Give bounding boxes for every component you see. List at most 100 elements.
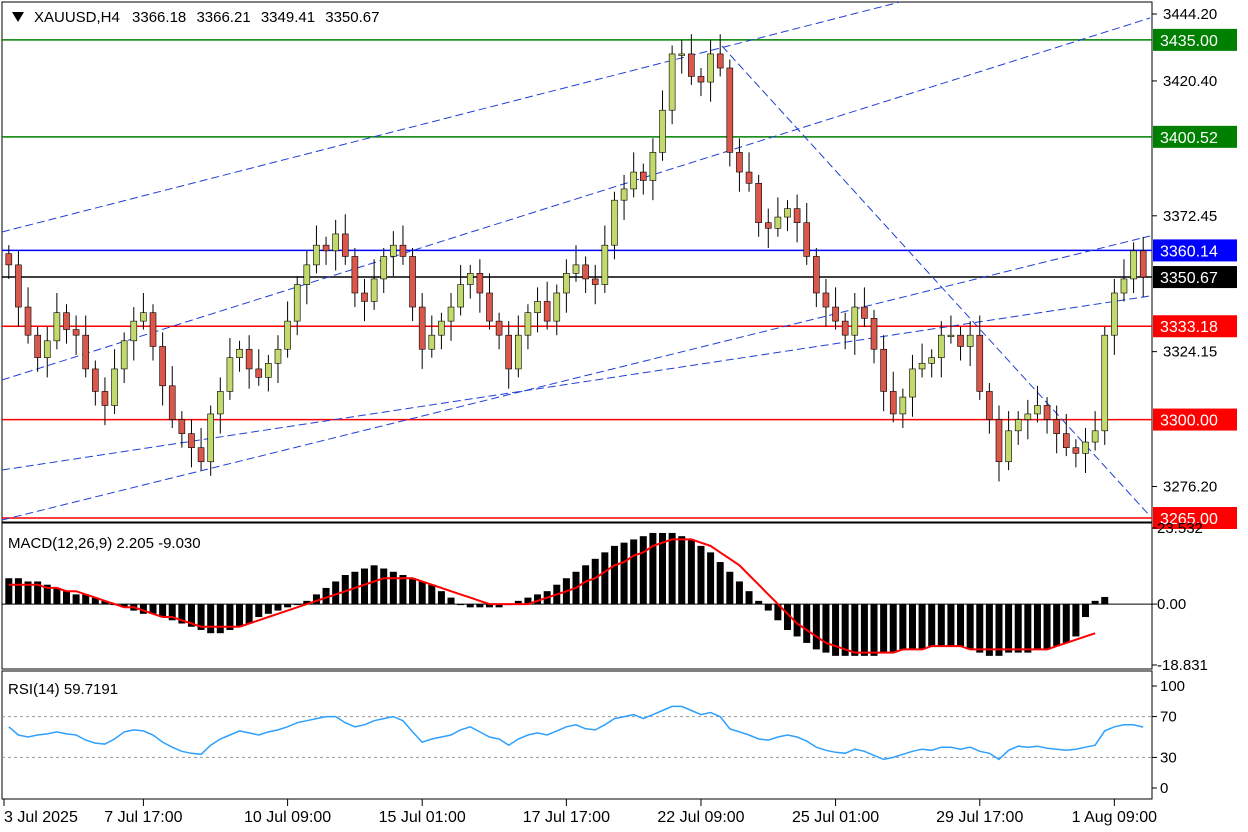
candle-body: [736, 152, 743, 173]
candle-body: [466, 273, 474, 285]
candle-body: [1111, 292, 1118, 336]
candle-body: [111, 368, 118, 406]
candle-body: [428, 334, 436, 350]
candle-body: [822, 292, 830, 308]
candle-body: [168, 385, 176, 420]
time-axis: 3 Jul 2025 7 Jul 17:00 10 Jul 09:00 15 Jul …: [3, 799, 1157, 826]
candle-body: [120, 340, 128, 370]
macd-bar: [139, 604, 147, 614]
time-tick-label: 10 Jul 09:00: [244, 809, 331, 826]
macd-bar: [24, 581, 32, 605]
candle-body: [178, 419, 186, 434]
candle-body: [966, 334, 974, 347]
macd-bar: [745, 591, 753, 605]
level-label: 3360.14: [1160, 243, 1218, 260]
level-label-box: [1153, 239, 1237, 262]
time-tick-label: 15 Jul 01:00: [379, 809, 466, 826]
candle-body: [649, 152, 657, 181]
candle-body: [976, 334, 984, 392]
macd-bar: [380, 568, 388, 605]
candle-body: [197, 447, 205, 463]
candle-body: [43, 340, 51, 358]
price-tick-label: 3420.40: [1163, 73, 1217, 90]
macd-bar: [284, 604, 292, 608]
candle-body: [861, 306, 868, 319]
candle-body: [832, 306, 839, 322]
candle-body: [1053, 419, 1060, 434]
time-tick-label: 22 Jul 09:00: [657, 809, 744, 826]
macd-bar: [880, 604, 888, 653]
symbol-arrow-icon[interactable]: [12, 12, 24, 22]
macd-bar: [860, 604, 868, 656]
candle-body: [1043, 405, 1051, 420]
candle-body: [322, 244, 330, 252]
macd-bar: [437, 591, 445, 605]
candle-body: [601, 244, 609, 285]
macd-bar: [428, 584, 436, 605]
macd-bar: [53, 587, 61, 605]
macd-bar: [409, 578, 417, 605]
macd-bar: [957, 604, 965, 647]
candle-body: [1101, 334, 1109, 432]
candle-body: [813, 256, 820, 294]
macd-bar: [159, 604, 167, 618]
candle-body: [688, 53, 695, 77]
macd-bar: [72, 594, 80, 605]
price-tick-label: 3372.45: [1163, 208, 1217, 225]
candle-body: [947, 334, 955, 337]
macd-bar: [14, 578, 22, 605]
time-tick-label: 7 Jul 17:00: [104, 809, 182, 826]
rsi-title: RSI(14) 59.7191: [8, 681, 118, 698]
macd-bar: [899, 604, 907, 650]
macd-bar: [91, 597, 99, 605]
level-label-box: [1153, 28, 1237, 51]
candle-body: [5, 253, 13, 266]
candle-body: [524, 312, 532, 336]
macd-bar: [187, 604, 195, 627]
rsi-tick-label: 70: [1160, 709, 1177, 726]
macd-bar: [995, 604, 1003, 656]
candle-body: [678, 53, 686, 56]
candle-body: [803, 222, 811, 257]
macd-bar: [1053, 604, 1061, 647]
candle-body: [236, 348, 243, 358]
macd-bar: [534, 594, 542, 605]
macd-bar: [62, 591, 70, 605]
candle-body: [784, 208, 791, 218]
candle-body: [764, 222, 772, 229]
macd-bar: [524, 597, 532, 605]
candle-body: [591, 278, 599, 285]
macd-bar: [851, 604, 859, 656]
macd-bar: [870, 604, 878, 656]
candle-body: [438, 320, 445, 336]
macd-bar: [976, 604, 984, 653]
macd-tick-label: -18.831: [1157, 657, 1208, 674]
level-label-box: [1153, 507, 1237, 529]
candle-body: [851, 306, 859, 336]
candle-body: [217, 391, 224, 415]
macd-bar: [120, 604, 128, 608]
candles: [5, 34, 1147, 482]
macd-bar: [947, 604, 955, 647]
level-label-box: [1153, 266, 1237, 289]
candle-body: [793, 208, 801, 223]
macd-bar: [707, 552, 715, 605]
candle-body: [668, 53, 676, 111]
level-label-box: [1153, 125, 1237, 148]
downtrend-line: [721, 45, 1151, 517]
ohlc-open: 3366.18: [132, 9, 186, 26]
candle-body: [515, 334, 522, 370]
candle-body: [226, 357, 234, 392]
price-tick-label: 3324.15: [1163, 344, 1217, 361]
macd-tick-label: 0.00: [1157, 596, 1186, 613]
candle-body: [899, 396, 907, 415]
candle-body: [534, 301, 541, 313]
time-tick-label: 25 Jul 01:00: [792, 809, 879, 826]
candle-body: [313, 244, 320, 266]
macd-bar: [937, 604, 945, 647]
candle-body: [159, 346, 166, 387]
macd-bar: [1072, 604, 1080, 637]
macd-bar: [735, 581, 743, 605]
candle-body: [880, 348, 887, 392]
